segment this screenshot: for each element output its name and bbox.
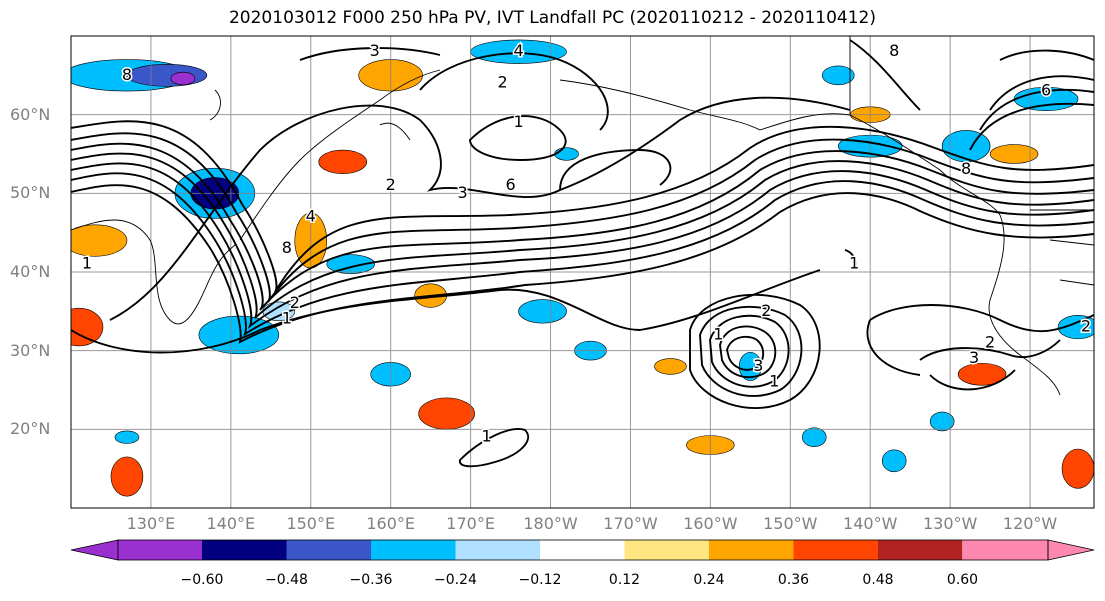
pv-anomaly-24 <box>989 144 1039 164</box>
lon-tick-label: 170°E <box>446 514 495 533</box>
pv-anomaly-6 <box>71 307 104 347</box>
contour-label-23: 6 <box>1041 81 1051 100</box>
lon-tick-label: 140°E <box>206 514 256 533</box>
colorbar-segment-5 <box>540 540 625 560</box>
contour-label-0: 8 <box>122 65 132 84</box>
lon-tick-label: 160°E <box>366 514 416 533</box>
lon-tick-label: 130°E <box>126 514 176 533</box>
pv-anomaly-19 <box>110 456 144 497</box>
pv-anomaly-29 <box>929 411 955 432</box>
coastlines <box>71 36 1094 396</box>
pv-anomaly-1 <box>126 64 208 87</box>
contour-label-15: 3 <box>753 356 763 375</box>
colorbar-segment-3 <box>371 540 456 560</box>
lon-tick-label: 130°W <box>922 514 978 533</box>
colorbar-tick-label: 0.48 <box>862 572 894 588</box>
lon-tick-label: 150°E <box>286 514 336 533</box>
colorbar-extend-min <box>70 539 119 561</box>
colorbar-segment-7 <box>709 540 794 560</box>
lon-tick-label: 160°W <box>683 514 738 533</box>
pv-anomaly-34 <box>821 65 855 86</box>
colorbar-tick-label: −0.12 <box>518 572 562 588</box>
plot-frame <box>70 35 1095 509</box>
contour-label-11: 1 <box>282 309 292 328</box>
contour-label-9: 4 <box>306 206 316 225</box>
ivt-contours <box>71 39 1094 468</box>
colorbar-tick-label: −0.36 <box>349 572 393 588</box>
colorbar-segment-2 <box>286 540 371 560</box>
colorbar <box>70 539 1095 561</box>
colorbar-tick-label: 0.24 <box>693 572 725 588</box>
lat-tick-label: 30°N <box>10 340 51 360</box>
contour-label-2: 4 <box>513 41 523 60</box>
lat-tick-label: 20°N <box>10 419 51 439</box>
contour-label-12: 1 <box>82 254 92 273</box>
contour-label-7: 6 <box>505 175 515 194</box>
pv-anomaly-12 <box>326 254 376 274</box>
pv-anomaly-17 <box>418 397 475 430</box>
pv-anomaly-25 <box>957 362 1007 386</box>
colorbar-tick-label: −0.48 <box>265 572 308 588</box>
colorbar-tick-label: 0.12 <box>608 572 641 588</box>
colorbar-frame <box>117 539 1049 561</box>
colorbar-segment-6 <box>624 540 709 560</box>
contour-label-16: 1 <box>769 372 779 391</box>
map-title: 2020103012 F000 250 hPa PV, IVT Landfall… <box>228 8 876 28</box>
lon-tick-label: 180°W <box>523 514 578 533</box>
pv-anomaly-30 <box>801 427 827 447</box>
pv-anomaly-33 <box>738 351 762 381</box>
contour-label-5: 2 <box>386 175 396 194</box>
colorbar-segment-8 <box>793 540 878 560</box>
colorbar-segment-0 <box>118 540 202 560</box>
pv-anomaly-28 <box>881 449 907 473</box>
colorbar-extend-max <box>1047 539 1095 561</box>
lat-tick-label: 40°N <box>10 262 51 281</box>
pv-anomaly-27 <box>1061 448 1094 489</box>
pv-anomaly-10 <box>318 149 368 174</box>
pv-anomaly-15 <box>518 299 567 324</box>
contour-label-21: 2 <box>1081 317 1091 336</box>
contour-label-8: 8 <box>282 238 292 257</box>
lon-tick-label: 120°W <box>1002 514 1058 533</box>
colorbar-segment-10 <box>963 540 1048 560</box>
pv-anomaly-22 <box>941 130 991 163</box>
pv-anomaly-35 <box>554 147 579 161</box>
contour-label-10: 2 <box>290 293 300 312</box>
pv-anomaly-2 <box>170 71 196 86</box>
pv-anomaly-5 <box>71 224 128 257</box>
contour-label-4: 1 <box>513 112 523 131</box>
contour-label-17: 1 <box>482 427 492 446</box>
colorbar-tick-label: 0.60 <box>946 572 979 588</box>
lon-tick-label: 150°W <box>763 514 818 533</box>
contour-label-3: 2 <box>497 73 507 92</box>
lon-tick-label: 170°W <box>603 514 658 533</box>
colorbar-segment-9 <box>878 540 963 560</box>
contour-label-6: 3 <box>458 183 468 202</box>
map-gridlines <box>71 36 1094 508</box>
contour-label-1: 3 <box>370 41 380 60</box>
colorbar-segment-1 <box>202 540 287 560</box>
contour-label-13: 2 <box>761 301 771 320</box>
contour-label-24: 8 <box>889 41 899 60</box>
pv-anomaly-26 <box>1057 314 1094 340</box>
pv-anomaly-36 <box>114 430 140 444</box>
lon-tick-label: 140°W <box>843 514 898 533</box>
contour-label-14: 1 <box>713 324 723 343</box>
pv-anomaly-32 <box>654 358 687 375</box>
contour-label-18: 1 <box>849 254 859 273</box>
lat-tick-label: 50°N <box>10 183 51 203</box>
lat-tick-label: 60°N <box>10 104 51 124</box>
colorbar-tick-label: 0.36 <box>777 572 810 588</box>
contour-label-22: 8 <box>961 159 971 178</box>
colorbar-tick-label: −0.24 <box>434 572 477 588</box>
contour-label-19: 2 <box>985 332 995 351</box>
colorbar-tick-label: −0.60 <box>180 572 224 588</box>
contour-label-20: 3 <box>969 348 979 367</box>
colorbar-segment-4 <box>455 540 540 560</box>
